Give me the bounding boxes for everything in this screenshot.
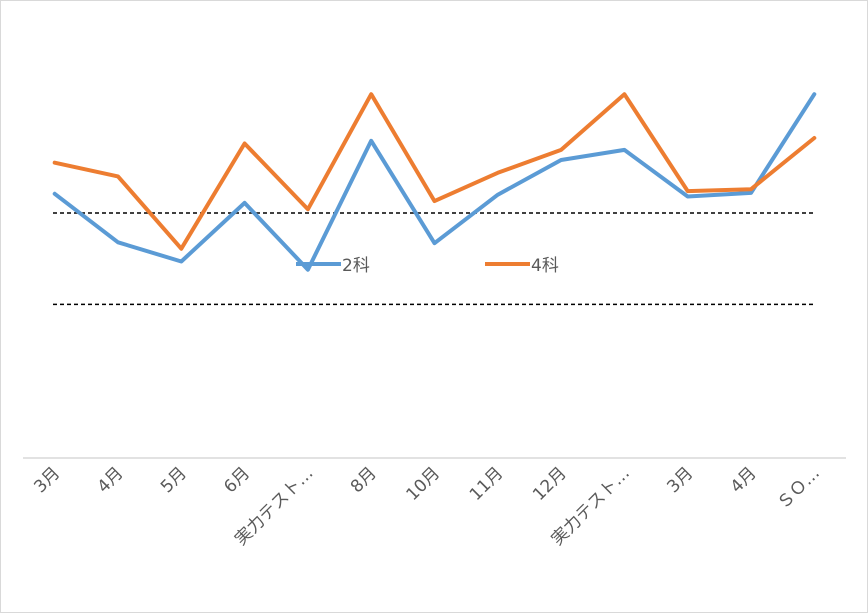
x-tick-label: 6月 bbox=[220, 463, 254, 497]
legend: 2科 4科 bbox=[296, 256, 559, 276]
x-tick-label: 3月 bbox=[663, 463, 697, 497]
x-tick-label: 4月 bbox=[727, 463, 761, 497]
x-tick-label: ＳＯ… bbox=[774, 463, 824, 513]
x-tick-label: 11月 bbox=[466, 463, 507, 504]
x-tick-label: 3月 bbox=[30, 463, 64, 497]
legend-label-2ka: 2科 bbox=[342, 256, 370, 276]
series-line-4ka bbox=[52, 92, 817, 251]
x-tick-label: 12月 bbox=[529, 463, 570, 504]
reference-lines bbox=[53, 212, 813, 306]
series-line-2ka bbox=[52, 92, 817, 272]
x-tick-label: 4月 bbox=[94, 463, 128, 497]
series-lines bbox=[52, 92, 817, 272]
legend-label-4ka: 4科 bbox=[531, 256, 559, 276]
x-tick-label: 5月 bbox=[157, 463, 191, 497]
x-tick-label: 8月 bbox=[347, 463, 381, 497]
x-tick-label: 10月 bbox=[403, 463, 444, 504]
